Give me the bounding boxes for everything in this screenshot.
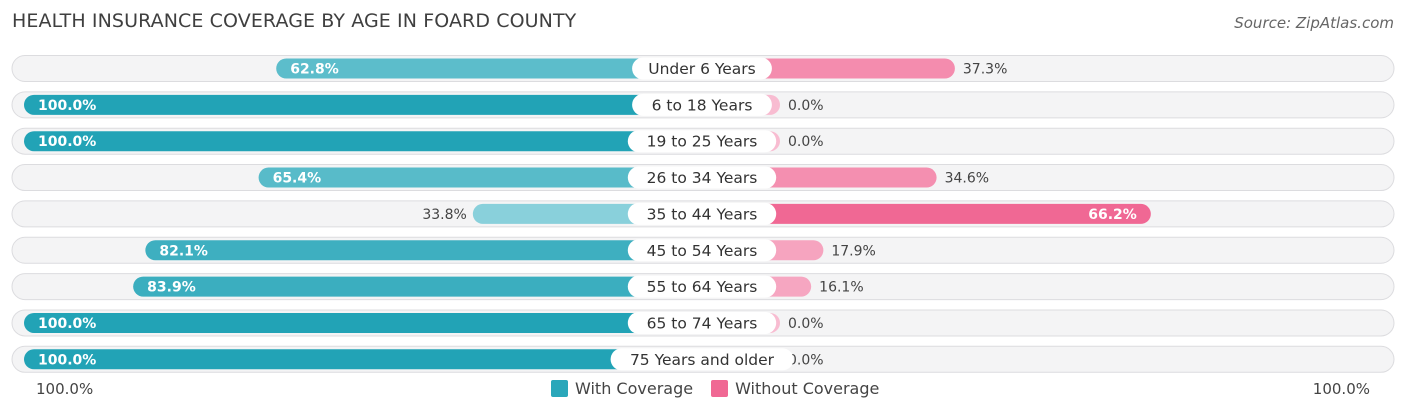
category-label: 45 to 54 Years — [647, 242, 758, 260]
category-label: 6 to 18 Years — [652, 96, 753, 114]
category-pill — [627, 239, 777, 262]
label-with-coverage: 65.4% — [273, 171, 322, 187]
category-pill — [627, 202, 777, 225]
category-label: 55 to 64 Years — [647, 278, 758, 296]
bar-with-coverage — [24, 94, 702, 115]
category-pill — [632, 93, 772, 116]
label-with-coverage: 100.0% — [38, 352, 96, 368]
category-label: 35 to 44 Years — [647, 205, 758, 223]
category-pill — [610, 348, 794, 371]
label-with-coverage: 100.0% — [38, 98, 96, 114]
label-with-coverage: 83.9% — [147, 280, 196, 296]
legend-with-coverage-label: With Coverage — [575, 379, 694, 398]
label-with-coverage: 82.1% — [159, 243, 208, 259]
label-without-coverage: 66.2% — [1088, 207, 1137, 223]
label-with-coverage: 100.0% — [38, 316, 96, 332]
label-without-coverage: 0.0% — [788, 352, 824, 368]
label-without-coverage: 34.6% — [945, 171, 989, 187]
legend-without-coverage-label: Without Coverage — [735, 379, 880, 398]
label-with-coverage: 33.8% — [422, 207, 466, 223]
label-without-coverage: 0.0% — [788, 316, 824, 332]
chart-title: HEALTH INSURANCE COVERAGE BY AGE IN FOAR… — [12, 10, 577, 32]
category-label: 26 to 34 Years — [647, 169, 758, 187]
label-with-coverage: 100.0% — [38, 134, 96, 150]
category-pill — [627, 130, 777, 153]
category-pill — [627, 311, 777, 334]
axis-left-label: 100.0% — [36, 380, 94, 398]
bar-with-coverage — [276, 58, 702, 79]
bar-with-coverage — [145, 240, 702, 261]
bar-with-coverage — [24, 349, 702, 370]
bar-with-coverage — [258, 167, 702, 188]
category-pill — [627, 275, 777, 298]
legend: With Coverage Without Coverage — [551, 379, 897, 398]
legend-with-coverage: With Coverage — [551, 379, 693, 398]
bar-without-coverage — [702, 203, 1151, 224]
bar-with-coverage — [24, 131, 702, 152]
legend-with-coverage-swatch — [551, 380, 568, 397]
chart: 62.8% 37.3% Under 6 Years 100.0% 0.0% 6 to 18… — [11, 55, 1395, 373]
axis-right-label: 100.0% — [1312, 380, 1370, 398]
label-without-coverage: 16.1% — [819, 280, 863, 296]
category-label: Under 6 Years — [648, 60, 756, 78]
label-without-coverage: 37.3% — [963, 62, 1007, 78]
source-label: Source: ZipAtlas.com — [1234, 14, 1394, 32]
label-without-coverage: 0.0% — [788, 98, 824, 114]
category-label: 65 to 74 Years — [647, 314, 758, 332]
legend-without-coverage: Without Coverage — [711, 379, 879, 398]
category-pill — [627, 166, 777, 189]
legend-without-coverage-swatch — [711, 380, 729, 397]
bar-with-coverage — [24, 312, 702, 333]
category-label: 75 Years and older — [630, 351, 775, 369]
category-label: 19 to 25 Years — [647, 133, 758, 151]
bar-with-coverage — [133, 276, 702, 297]
label-without-coverage: 17.9% — [831, 243, 875, 259]
category-pill — [632, 57, 772, 80]
label-without-coverage: 0.0% — [788, 134, 824, 150]
label-with-coverage: 62.8% — [290, 62, 339, 78]
